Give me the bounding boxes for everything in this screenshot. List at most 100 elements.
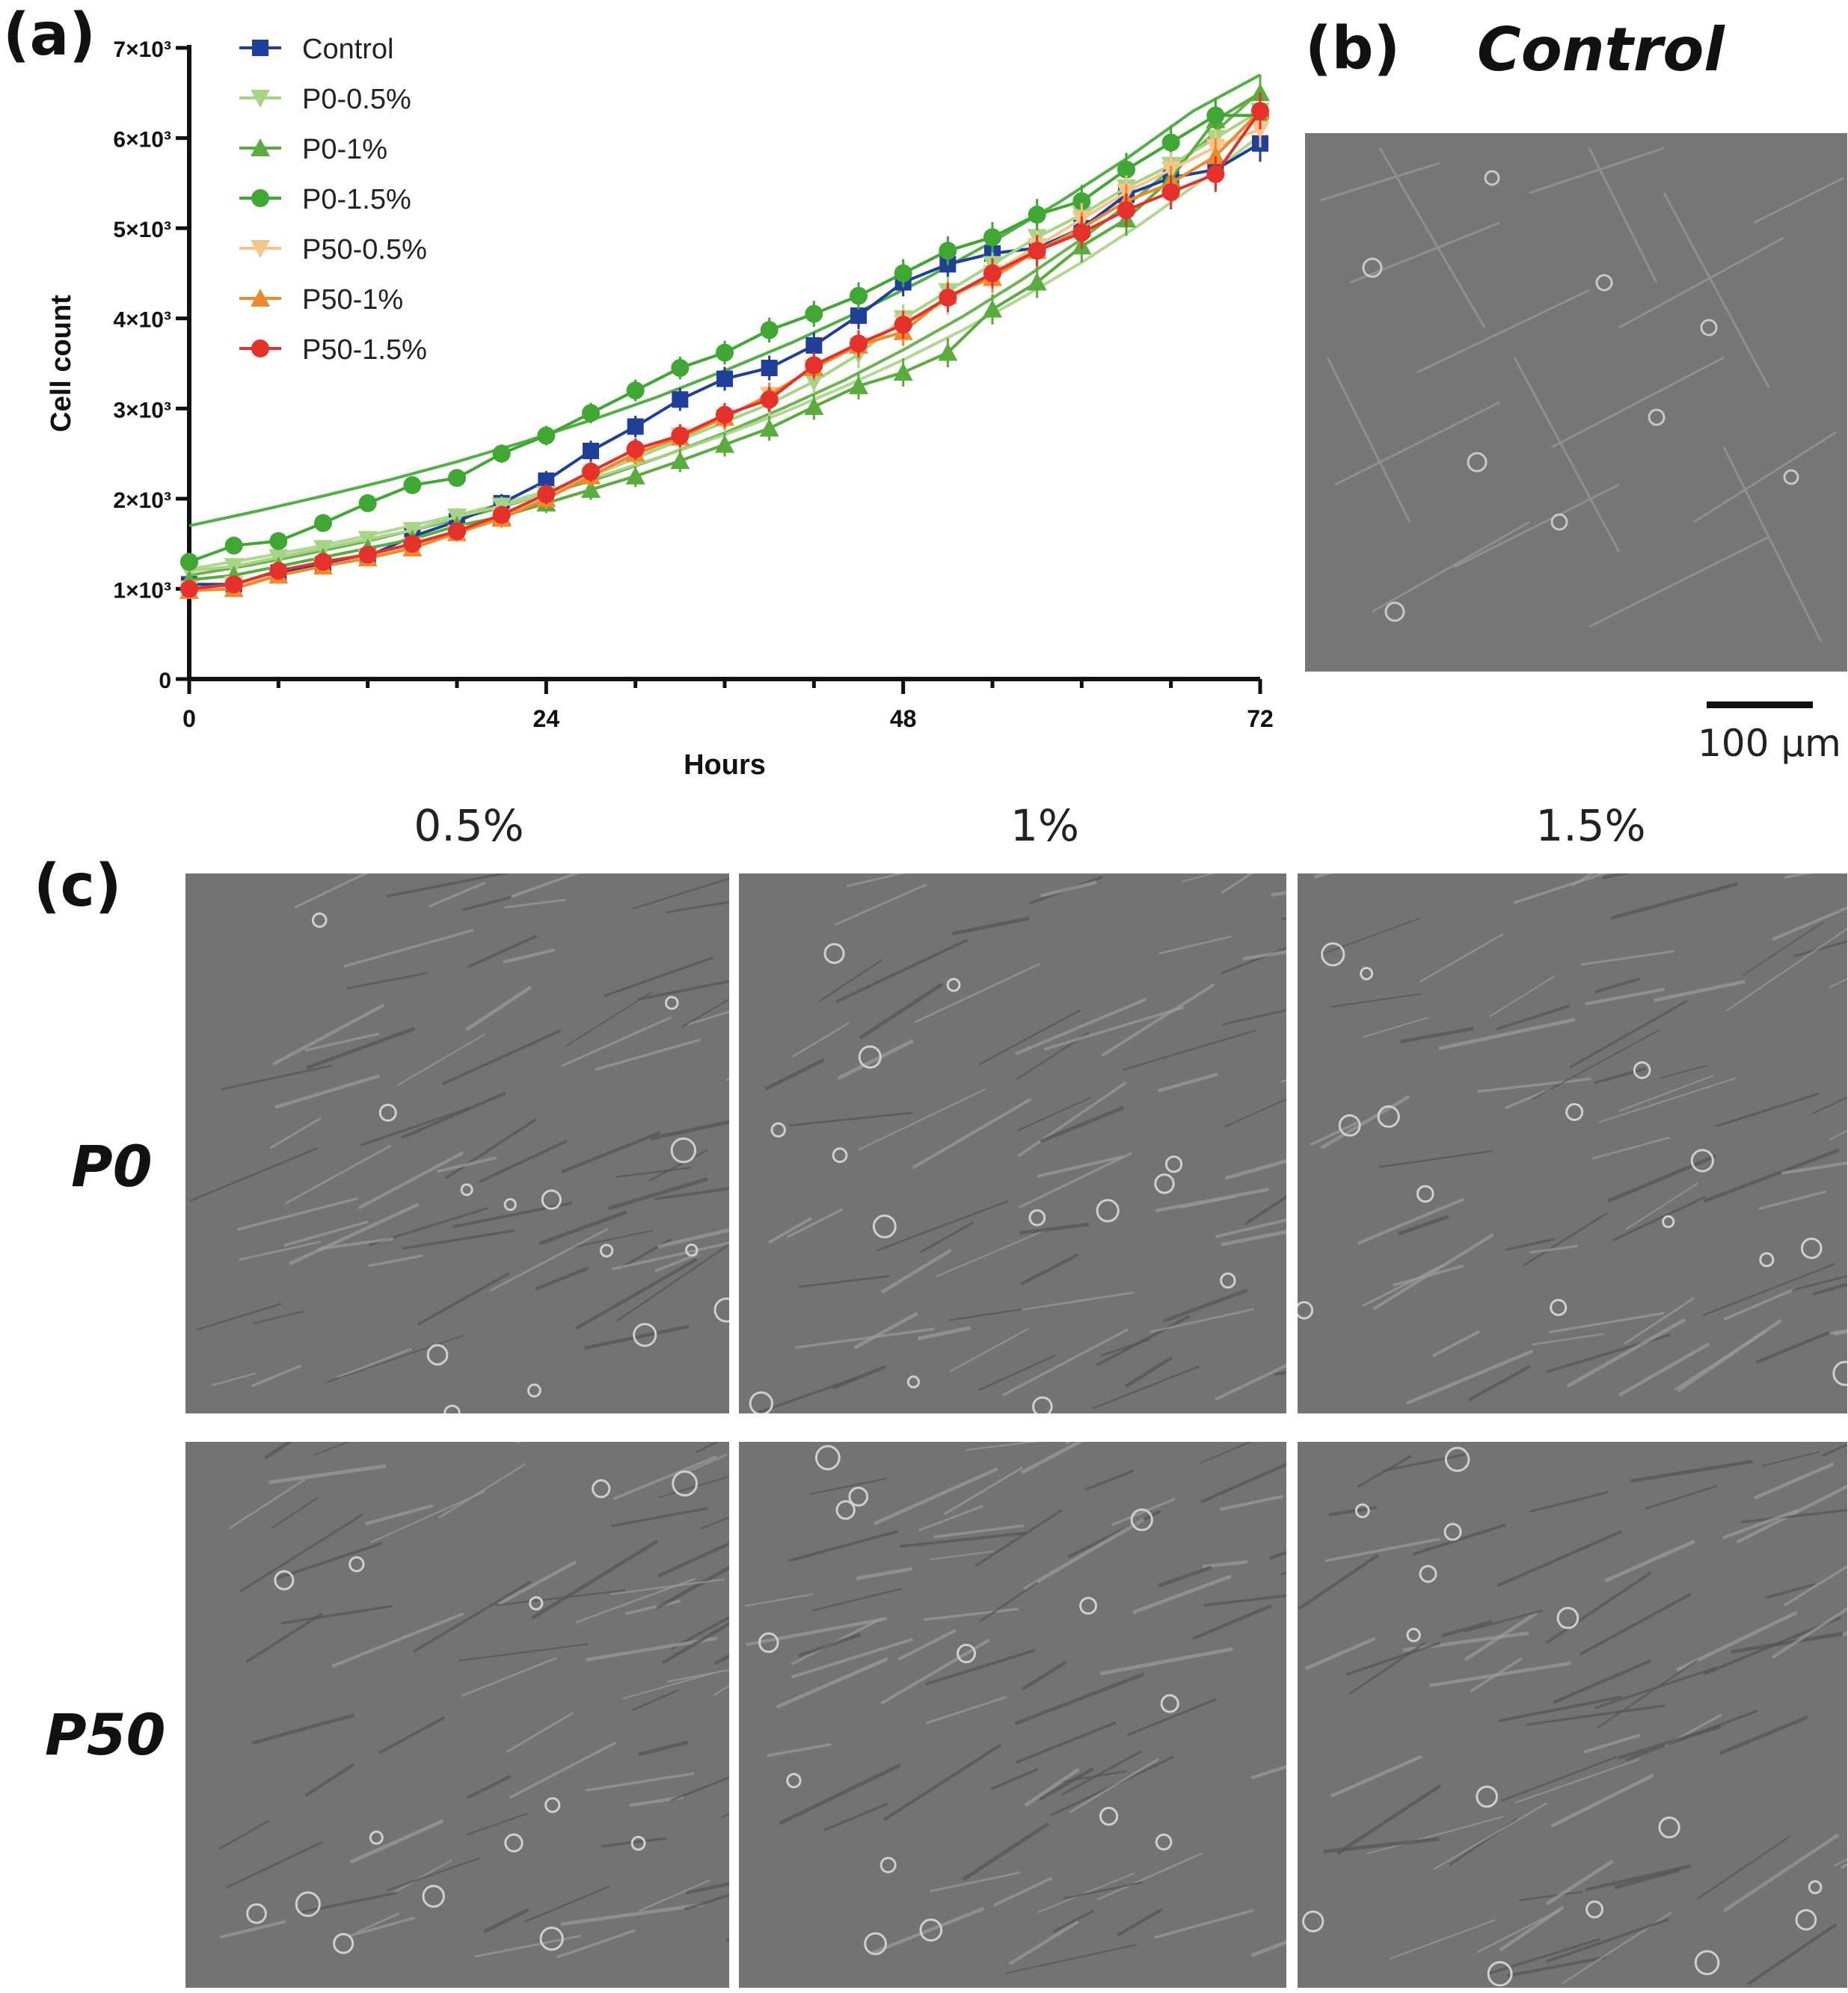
data-point bbox=[448, 469, 466, 488]
data-point bbox=[1250, 120, 1270, 139]
legend-marker bbox=[252, 40, 268, 56]
legend-label: P0-1.5% bbox=[302, 184, 411, 215]
panel-b-label: (b) bbox=[1305, 15, 1401, 82]
data-point bbox=[626, 381, 645, 400]
x-axis-label: Hours bbox=[684, 749, 766, 781]
micrograph-texture bbox=[739, 873, 1286, 1413]
y-tick-label: 0 bbox=[159, 669, 171, 693]
data-point bbox=[582, 404, 600, 423]
data-point bbox=[1028, 242, 1046, 260]
data-point bbox=[716, 343, 734, 362]
data-point bbox=[805, 337, 823, 354]
legend-marker bbox=[251, 340, 269, 357]
legend-marker bbox=[251, 289, 270, 307]
data-point bbox=[849, 376, 868, 395]
data-point bbox=[671, 359, 690, 378]
micrograph-texture bbox=[739, 1442, 1286, 1988]
data-point bbox=[538, 472, 555, 489]
data-point bbox=[804, 396, 824, 415]
legend-marker bbox=[251, 138, 270, 156]
data-point bbox=[448, 522, 466, 541]
control-micrograph bbox=[1305, 133, 1847, 672]
data-point bbox=[1028, 206, 1046, 224]
y-tick-label: 6×10³ bbox=[113, 128, 171, 153]
micrograph-texture bbox=[1298, 1442, 1847, 1988]
data-point bbox=[672, 391, 689, 408]
legend-marker bbox=[251, 90, 270, 108]
data-point bbox=[939, 288, 957, 307]
data-point bbox=[894, 316, 912, 334]
data-point bbox=[1206, 165, 1225, 183]
data-point bbox=[760, 390, 779, 409]
data-point bbox=[1251, 102, 1269, 120]
data-point bbox=[314, 514, 332, 532]
y-tick-label: 7×10³ bbox=[113, 37, 171, 62]
micrograph-p0-0-5 bbox=[185, 873, 729, 1413]
data-point bbox=[1117, 201, 1135, 220]
data-point bbox=[805, 304, 823, 323]
data-point bbox=[1250, 83, 1270, 102]
column-label-1-5: 1.5% bbox=[1535, 800, 1646, 851]
y-tick-label: 5×10³ bbox=[113, 218, 171, 242]
data-point bbox=[983, 228, 1001, 247]
data-point bbox=[804, 373, 824, 392]
y-tick-label: 1×10³ bbox=[113, 578, 171, 603]
data-point bbox=[805, 356, 823, 375]
y-tick-label: 3×10³ bbox=[113, 398, 171, 423]
data-point bbox=[269, 532, 288, 550]
scale-bar-label: 100 µm bbox=[1698, 722, 1841, 765]
data-point bbox=[939, 242, 957, 260]
y-tick-label: 2×10³ bbox=[113, 488, 171, 513]
micrograph-texture bbox=[1298, 873, 1847, 1413]
micrograph-p0-1 bbox=[739, 873, 1286, 1413]
data-point bbox=[180, 553, 198, 571]
x-tick-label: 72 bbox=[1247, 705, 1274, 732]
data-point bbox=[893, 363, 913, 381]
data-point bbox=[1206, 106, 1225, 125]
data-point bbox=[1072, 224, 1091, 242]
legend-label: P0-1% bbox=[302, 134, 387, 165]
legend-label: P50-0.5% bbox=[302, 234, 427, 265]
data-point bbox=[1161, 182, 1180, 201]
data-point bbox=[358, 494, 377, 512]
data-point bbox=[983, 299, 1002, 318]
legend-marker bbox=[251, 240, 270, 258]
data-point bbox=[761, 360, 778, 377]
data-point bbox=[715, 434, 734, 453]
data-point bbox=[537, 426, 556, 445]
data-point bbox=[1027, 272, 1047, 291]
data-point bbox=[1161, 133, 1180, 152]
x-tick-label: 24 bbox=[533, 705, 560, 732]
data-point bbox=[894, 264, 912, 283]
y-tick-label: 4×10³ bbox=[113, 308, 171, 333]
data-point bbox=[716, 370, 733, 387]
column-label-1: 1% bbox=[1010, 800, 1079, 851]
row-label-p50: P50 bbox=[45, 1701, 166, 1768]
legend-label: P50-1.5% bbox=[302, 334, 427, 366]
data-point bbox=[537, 485, 556, 503]
column-label-0-5: 0.5% bbox=[414, 800, 524, 851]
data-point bbox=[670, 451, 690, 470]
data-point bbox=[224, 536, 243, 555]
data-point bbox=[671, 426, 690, 445]
data-point bbox=[224, 575, 243, 594]
control-micrograph-texture bbox=[1305, 133, 1847, 672]
data-point bbox=[850, 334, 868, 353]
control-title: Control bbox=[1477, 15, 1725, 85]
data-point bbox=[269, 562, 288, 580]
data-point bbox=[492, 444, 511, 463]
data-point bbox=[1117, 160, 1135, 179]
x-tick-label: 48 bbox=[890, 705, 917, 732]
data-point bbox=[1072, 191, 1091, 210]
legend-label: Control bbox=[302, 34, 394, 65]
legend-label: P0-0.5% bbox=[302, 84, 411, 115]
growth-chart: 0 1×10³ 2×10³ 3×10³ 4×10³ 5×10³ 6×10³ 7×10³ 0 24 4… bbox=[46, 34, 1274, 781]
micrograph-p50-0-5 bbox=[185, 1442, 729, 1988]
scale-bar-line bbox=[1707, 701, 1813, 708]
micrograph-p50-1-5 bbox=[1298, 1442, 1847, 1988]
data-point bbox=[581, 479, 601, 498]
data-point bbox=[759, 418, 779, 437]
data-point bbox=[583, 442, 599, 459]
data-point bbox=[358, 545, 377, 564]
legend-label: P50-1% bbox=[302, 284, 403, 316]
